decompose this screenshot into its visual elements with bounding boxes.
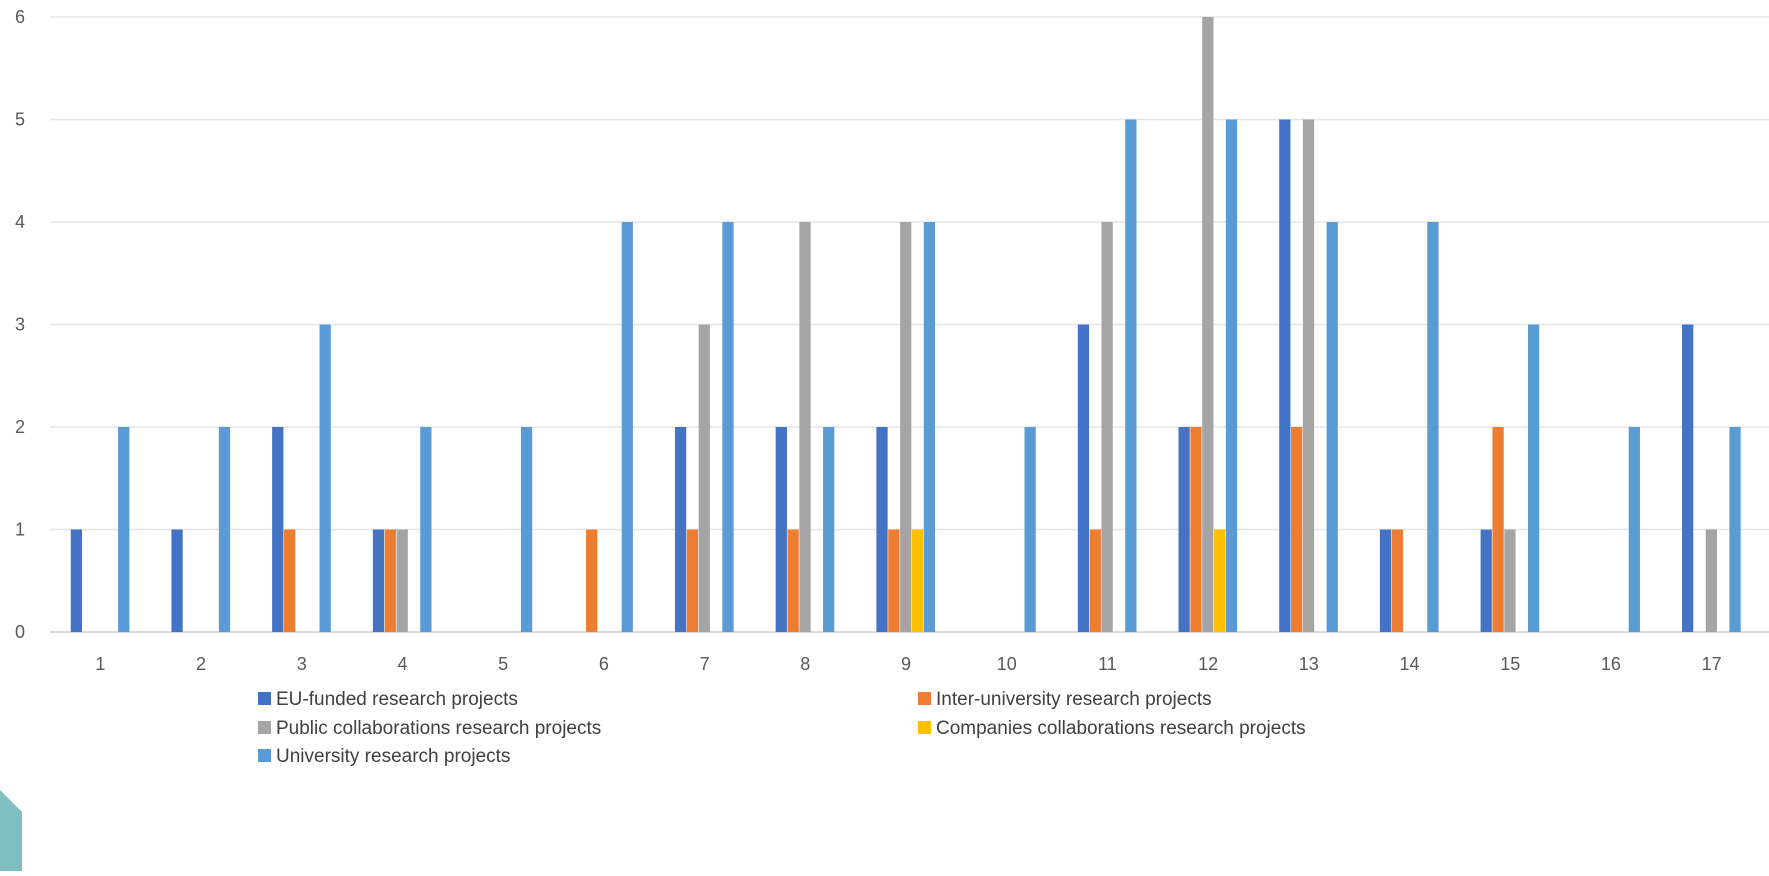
y-tick-label: 6 <box>15 7 25 27</box>
y-tick-label: 2 <box>15 417 25 437</box>
x-tick-label: 3 <box>297 654 307 674</box>
bar-1-cat-9 <box>876 427 888 632</box>
x-tick-label: 13 <box>1299 654 1319 674</box>
y-tick-label: 0 <box>15 622 25 642</box>
bar-2-cat-15 <box>1492 427 1504 632</box>
x-tick-label: 14 <box>1400 654 1420 674</box>
bar-1-cat-7 <box>674 427 687 632</box>
bar-4-cat-9 <box>911 529 924 632</box>
legend-swatch-5 <box>258 749 271 762</box>
bar-2-cat-8 <box>787 529 799 632</box>
bar-2-cat-14 <box>1391 529 1404 632</box>
x-tick-label: 12 <box>1198 654 1218 674</box>
bar-5-cat-16 <box>1628 427 1640 632</box>
bar-1-cat-8 <box>775 427 787 632</box>
bar-5-cat-6 <box>621 222 633 632</box>
y-tick-label: 1 <box>15 520 25 540</box>
bar-2-cat-13 <box>1291 427 1303 632</box>
legend-label-4: Companies collaborations research projec… <box>936 718 1306 739</box>
x-tick-label: 7 <box>700 654 710 674</box>
x-tick-label: 11 <box>1098 654 1117 674</box>
legend-label-5: University research projects <box>276 746 510 767</box>
legend-swatch-1 <box>258 692 271 705</box>
bar-5-cat-12 <box>1225 119 1238 632</box>
legend-label-3: Public collaborations research projects <box>276 718 601 739</box>
bar-1-cat-11 <box>1077 324 1090 632</box>
bar-1-cat-12 <box>1178 427 1190 632</box>
bar-5-cat-4 <box>420 427 432 632</box>
x-tick-label: 8 <box>800 654 810 674</box>
bar-3-cat-9 <box>900 222 912 632</box>
legend-swatch-4 <box>918 721 931 734</box>
bar-5-cat-11 <box>1125 119 1137 632</box>
bar-5-cat-14 <box>1427 222 1439 632</box>
x-tick-label: 10 <box>997 654 1017 674</box>
bar-1-cat-2 <box>171 529 183 632</box>
bar-3-cat-4 <box>396 529 408 632</box>
bars <box>70 17 1741 632</box>
y-axis-ticks: 0 1 2 3 4 5 6 <box>15 7 25 642</box>
bar-1-cat-3 <box>272 427 284 632</box>
x-tick-label: 5 <box>498 654 508 674</box>
bar-3-cat-17 <box>1705 529 1717 632</box>
bar-2-cat-12 <box>1190 427 1202 632</box>
legend-label-1: EU-funded research projects <box>276 689 518 710</box>
bar-5-cat-3 <box>319 324 331 632</box>
y-tick-label: 5 <box>15 110 25 130</box>
x-tick-label: 9 <box>901 654 911 674</box>
bar-5-cat-7 <box>722 222 734 632</box>
legend-label-2: Inter-university research projects <box>936 689 1212 710</box>
y-tick-label: 4 <box>15 212 25 232</box>
bar-5-cat-8 <box>823 427 835 632</box>
bar-5-cat-10 <box>1024 427 1036 632</box>
bar-1-cat-14 <box>1379 529 1392 632</box>
bar-1-cat-17 <box>1682 324 1694 632</box>
bar-1-cat-1 <box>70 529 82 632</box>
bar-5-cat-13 <box>1326 222 1338 632</box>
bar-3-cat-8 <box>799 222 811 632</box>
bar-4-cat-12 <box>1214 529 1226 632</box>
x-tick-label: 1 <box>95 654 105 674</box>
bar-5-cat-2 <box>218 427 231 632</box>
bar-1-cat-15 <box>1480 529 1492 632</box>
bar-5-cat-1 <box>118 427 130 632</box>
y-tick-label: 3 <box>15 315 25 335</box>
legend-swatch-3 <box>258 721 271 734</box>
x-tick-label: 6 <box>599 654 609 674</box>
bar-5-cat-15 <box>1528 324 1540 632</box>
x-axis-ticks: 1 2 3 4 5 6 7 8 9 10 11 12 13 14 15 16 17 <box>95 654 1721 674</box>
bar-3-cat-12 <box>1202 17 1214 632</box>
x-tick-label: 15 <box>1500 654 1520 674</box>
bar-3-cat-11 <box>1101 222 1113 632</box>
bar-3-cat-7 <box>698 324 710 632</box>
corner-decoration <box>0 790 22 871</box>
bar-5-cat-9 <box>923 222 936 632</box>
bar-2-cat-11 <box>1089 529 1101 632</box>
bar-1-cat-13 <box>1279 119 1291 632</box>
bar-5-cat-17 <box>1729 427 1741 632</box>
legend: EU-funded research projects Inter-univers… <box>258 689 1306 767</box>
legend-swatch-2 <box>918 692 931 705</box>
bar-2-cat-4 <box>384 529 396 632</box>
x-tick-label: 16 <box>1601 654 1621 674</box>
bar-2-cat-3 <box>283 529 296 632</box>
bar-3-cat-15 <box>1504 529 1516 632</box>
bar-5-cat-5 <box>520 427 533 632</box>
bar-3-cat-13 <box>1302 119 1315 632</box>
bar-2-cat-9 <box>888 529 900 632</box>
bar-1-cat-4 <box>372 529 385 632</box>
x-tick-label: 4 <box>397 654 407 674</box>
bar-2-cat-7 <box>686 529 699 632</box>
bar-2-cat-6 <box>586 529 598 632</box>
x-tick-label: 17 <box>1702 654 1722 674</box>
x-tick-label: 2 <box>196 654 206 674</box>
